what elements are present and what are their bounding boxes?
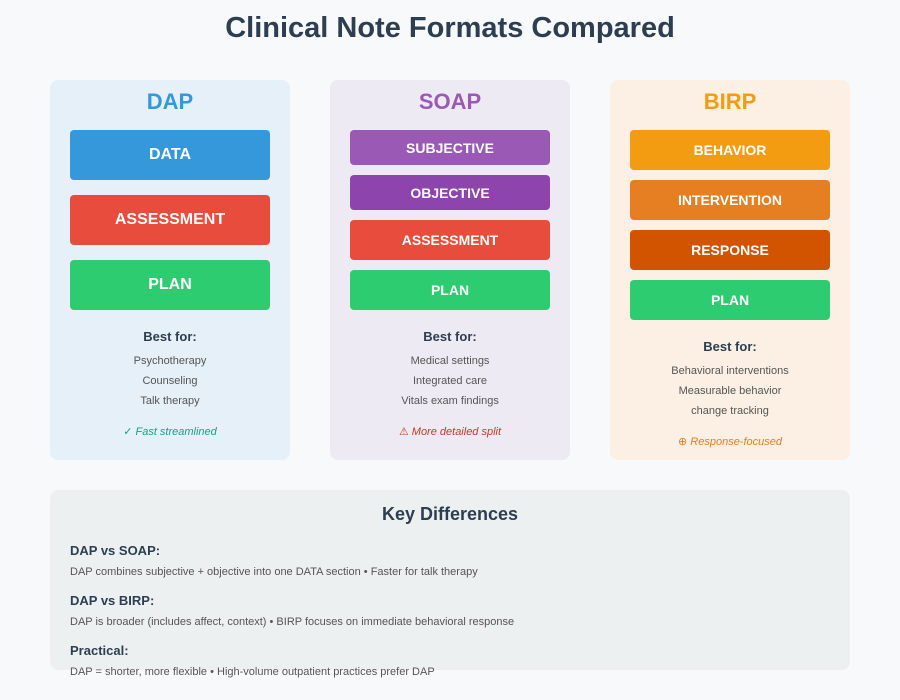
uses-list: Psychotherapy Counseling Talk therapy [50,351,290,411]
section-response: RESPONSE [630,230,830,270]
dap-card: DAP DATA ASSESSMENT PLAN Best for: Psych… [50,80,290,460]
diff-heading: DAP vs SOAP: [70,543,161,558]
section-plan: PLAN [630,280,830,320]
format-note-birp: ⊕ Response-focused [678,436,782,448]
section-assessment: ASSESSMENT [70,195,270,245]
section-subjective: SUBJECTIVE [350,130,550,165]
uses-list: Medical settings Integrated care Vitals … [330,351,570,411]
use-item: change tracking [691,405,769,417]
birp-card: BIRP BEHAVIOR INTERVENTION RESPONSE PLAN… [610,80,850,460]
use-item: Psychotherapy [133,355,207,367]
card-title-soap: SOAP [418,89,482,114]
diff-heading: DAP vs BIRP: [70,593,155,608]
diff-text: DAP combines subjective + objective into… [70,566,478,578]
soap-card: SOAP SUBJECTIVE OBJECTIVE ASSESSMENT PLA… [330,80,570,460]
section-objective: OBJECTIVE [350,175,550,210]
card-title-birp: BIRP [703,89,757,114]
format-note-dap: ✓ Fast streamlined [123,426,217,438]
section-plan: PLAN [350,270,550,310]
section-intervention: INTERVENTION [630,180,830,220]
key-differences-title: Key Differences [381,504,519,524]
card-title-dap: DAP [146,89,194,114]
section-plan: PLAN [70,260,270,310]
key-differences-panel: Key Differences DAP vs SOAP: DAP combine… [50,490,850,678]
use-item: Vitals exam findings [401,395,499,407]
page-title: Clinical Note Formats Compared [225,12,675,44]
format-note-soap: ⚠ More detailed split [398,426,502,438]
diff-text: DAP is broader (includes affect, context… [70,616,515,628]
diff-text: DAP = shorter, more flexible • High-volu… [70,666,435,678]
best-for-label: Best for: [703,339,757,354]
section-data: DATA [70,130,270,180]
use-item: Medical settings [410,355,490,367]
use-item: Talk therapy [140,395,200,407]
section-behavior: BEHAVIOR [630,130,830,170]
best-for-label: Best for: [423,329,477,344]
uses-list: Behavioral interventions Measurable beha… [610,361,850,421]
use-item: Counseling [142,375,198,387]
use-item: Measurable behavior [678,385,782,397]
use-item: Behavioral interventions [671,365,789,377]
use-item: Integrated care [413,375,487,387]
best-for-label: Best for: [143,329,197,344]
diff-heading: Practical: [70,643,129,658]
section-assessment: ASSESSMENT [350,220,550,260]
